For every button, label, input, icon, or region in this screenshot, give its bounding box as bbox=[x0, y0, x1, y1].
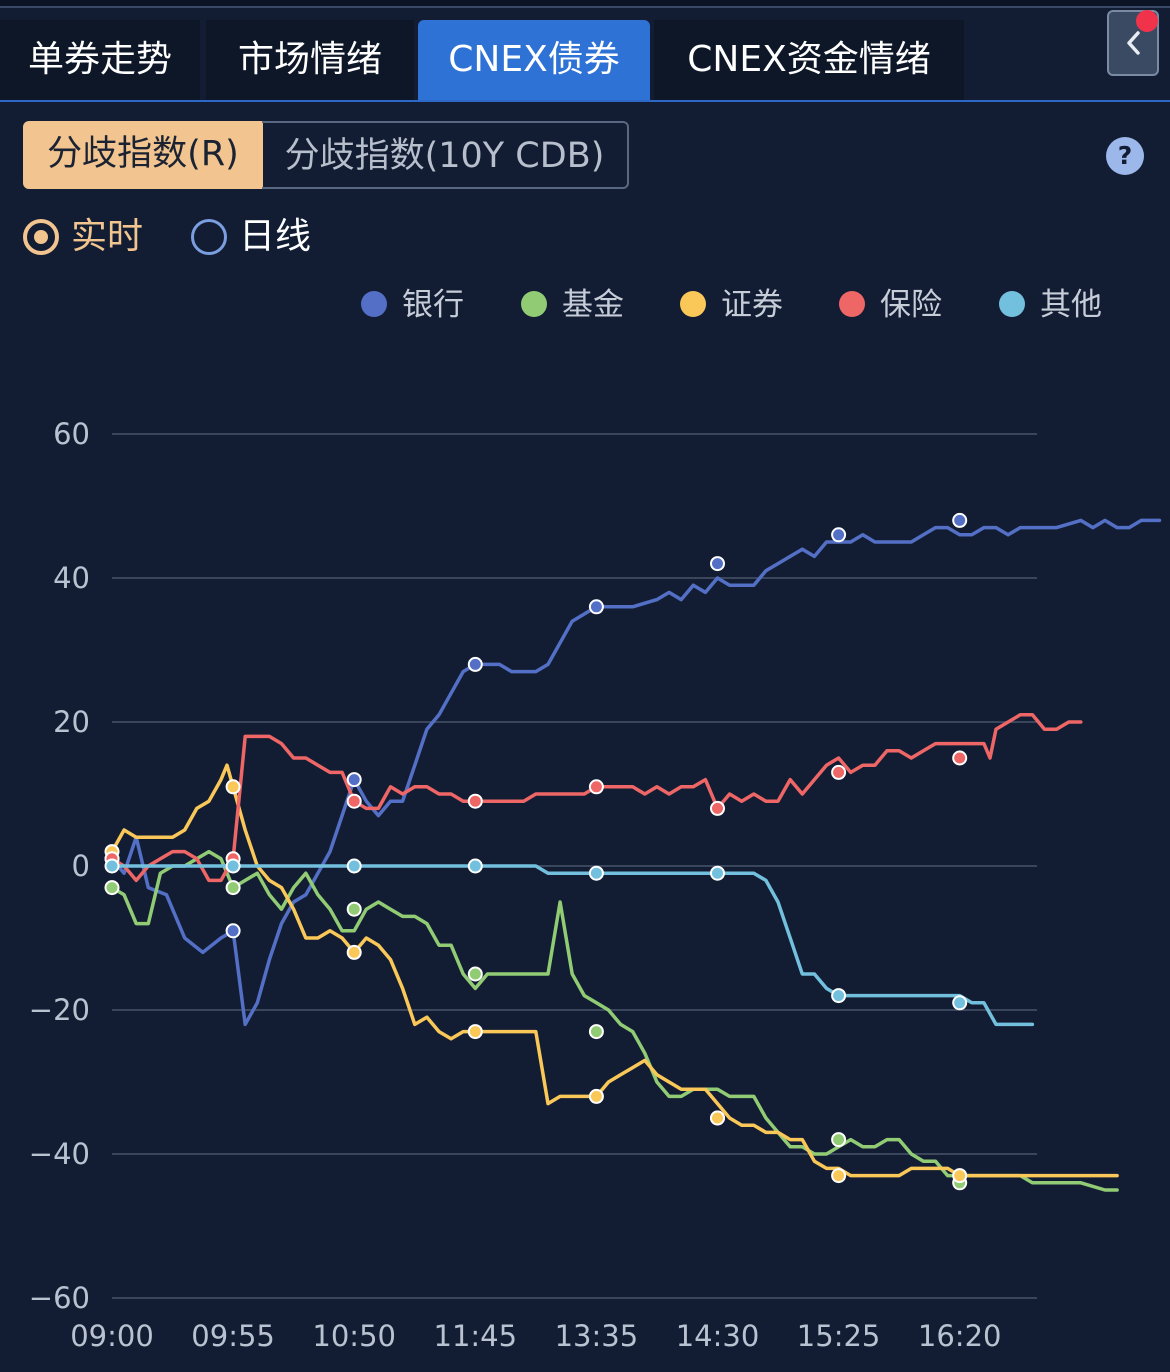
data-point bbox=[588, 1024, 604, 1040]
data-point bbox=[831, 1168, 847, 1184]
data-point bbox=[104, 880, 120, 896]
data-point bbox=[346, 944, 362, 960]
data-point bbox=[952, 512, 968, 528]
tab-market-sentiment[interactable]: 市场情绪 bbox=[206, 20, 414, 100]
window-top-edge bbox=[0, 0, 1170, 8]
chart-series bbox=[110, 518, 1162, 1192]
x-tick-label: 09:55 bbox=[191, 1319, 275, 1353]
data-point bbox=[831, 527, 847, 543]
data-point bbox=[467, 858, 483, 874]
legend-label: 保险 bbox=[880, 287, 942, 323]
data-point bbox=[710, 556, 725, 572]
data-point bbox=[831, 1132, 847, 1148]
legend-label: 证券 bbox=[721, 287, 783, 323]
data-point bbox=[346, 793, 362, 809]
x-tick-label: 16:20 bbox=[918, 1319, 1002, 1353]
radio-unselected-icon bbox=[191, 219, 227, 255]
series-line bbox=[110, 713, 1083, 883]
data-point bbox=[588, 865, 604, 881]
legend-swatch bbox=[999, 291, 1025, 317]
segment-divergence-r[interactable]: 分歧指数(R) bbox=[23, 121, 263, 189]
data-point bbox=[952, 995, 968, 1011]
series-line bbox=[110, 864, 1035, 1027]
legend-label: 基金 bbox=[562, 287, 624, 323]
tab-cnex-bond[interactable]: CNEX债券 bbox=[418, 20, 650, 100]
x-tick-label: 09:00 bbox=[70, 1319, 154, 1353]
tab-bond-trend[interactable]: 单券走势 bbox=[0, 20, 200, 100]
data-point bbox=[467, 656, 483, 672]
radio-selected-icon bbox=[23, 219, 59, 255]
data-point bbox=[710, 1110, 725, 1126]
chart-legend: 银行 基金 证券 保险 其他 bbox=[361, 287, 1102, 323]
data-point bbox=[588, 1088, 604, 1104]
y-tick-label: 60 bbox=[53, 417, 90, 451]
legend-swatch bbox=[361, 291, 387, 317]
y-tick-label: −60 bbox=[29, 1281, 90, 1315]
data-point bbox=[831, 764, 847, 780]
radio-realtime[interactable]: 实时 bbox=[23, 214, 163, 260]
y-tick-label: −20 bbox=[29, 993, 90, 1027]
data-point bbox=[225, 923, 241, 939]
legend-label: 其他 bbox=[1040, 287, 1102, 323]
data-point bbox=[467, 1024, 483, 1040]
radio-daily-label: 日线 bbox=[239, 216, 312, 257]
data-point bbox=[225, 880, 241, 896]
data-point bbox=[346, 901, 362, 917]
x-tick-label: 15:25 bbox=[797, 1319, 881, 1353]
y-tick-label: 0 bbox=[72, 849, 90, 883]
data-point bbox=[710, 865, 725, 881]
notification-dot bbox=[1136, 10, 1158, 32]
x-axis: 09:00 09:55 10:50 11:45 13:35 14:30 15:25 16:20 bbox=[70, 1319, 1001, 1353]
legend-swatch bbox=[839, 291, 865, 317]
data-point bbox=[225, 858, 241, 874]
series-line bbox=[110, 518, 1162, 1027]
data-point bbox=[831, 988, 847, 1004]
data-point bbox=[952, 1168, 968, 1184]
data-point bbox=[104, 858, 120, 874]
divergence-line-chart: 银行 基金 证券 保险 其他 60 40 20 0 −20 −40 −60 09:00 09:55 10… bbox=[29, 287, 1162, 1353]
legend-swatch bbox=[680, 291, 706, 317]
help-icon[interactable]: ? bbox=[1106, 137, 1144, 175]
legend-label: 银行 bbox=[402, 287, 464, 323]
radio-realtime-label: 实时 bbox=[71, 216, 144, 257]
y-tick-label: −40 bbox=[29, 1137, 90, 1171]
data-point bbox=[467, 793, 483, 809]
radio-daily[interactable]: 日线 bbox=[191, 214, 331, 260]
x-tick-label: 10:50 bbox=[312, 1319, 396, 1353]
series-line bbox=[110, 849, 1119, 1192]
data-point bbox=[952, 750, 968, 766]
x-tick-label: 13:35 bbox=[555, 1319, 639, 1353]
data-point bbox=[346, 772, 362, 788]
data-point bbox=[710, 800, 725, 816]
data-point bbox=[467, 966, 483, 982]
segment-divergence-10y-cdb[interactable]: 分歧指数(10Y CDB) bbox=[262, 121, 629, 189]
legend-swatch bbox=[521, 291, 547, 317]
y-tick-label: 20 bbox=[53, 705, 90, 739]
tab-bar: 单券走势 市场情绪 CNEX债券 CNEX资金情绪 bbox=[0, 10, 1170, 102]
x-tick-label: 11:45 bbox=[434, 1319, 518, 1353]
series-line bbox=[110, 763, 1119, 1178]
x-tick-label: 14:30 bbox=[676, 1319, 760, 1353]
data-point bbox=[225, 779, 241, 795]
tab-cnex-fund-sentiment[interactable]: CNEX资金情绪 bbox=[654, 20, 964, 100]
chevron-left-icon bbox=[1127, 31, 1140, 55]
data-point bbox=[346, 858, 362, 874]
data-point bbox=[588, 599, 604, 615]
chart-markers bbox=[104, 512, 968, 1191]
y-tick-label: 40 bbox=[53, 561, 90, 595]
data-point bbox=[588, 779, 604, 795]
y-axis: 60 40 20 0 −20 −40 −60 bbox=[29, 417, 90, 1315]
